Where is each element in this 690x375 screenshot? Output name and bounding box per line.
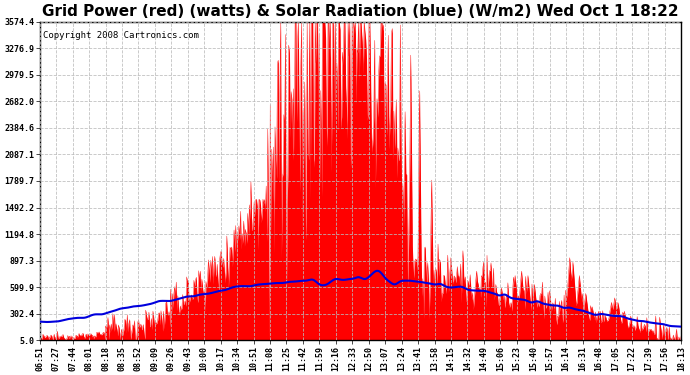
Text: Copyright 2008 Cartronics.com: Copyright 2008 Cartronics.com [43,31,199,40]
Title: Grid Power (red) (watts) & Solar Radiation (blue) (W/m2) Wed Oct 1 18:22: Grid Power (red) (watts) & Solar Radiati… [42,4,679,19]
